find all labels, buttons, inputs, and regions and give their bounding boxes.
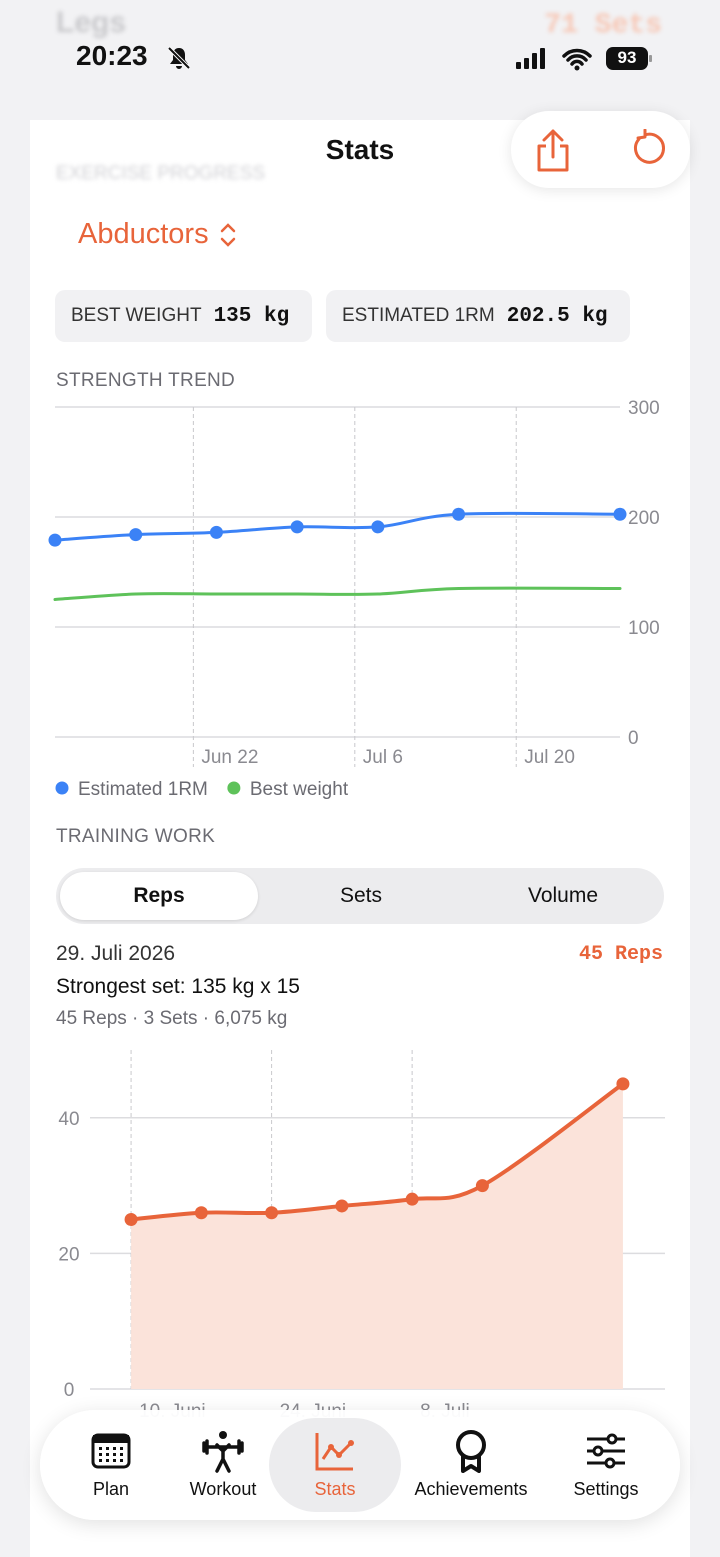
- segment[interactable]: Volume: [527, 884, 599, 907]
- tab-label: Plan: [92, 1479, 130, 1499]
- tab-label: Stats: [314, 1479, 356, 1499]
- point: [124, 1213, 138, 1226]
- y-tick-label: 40: [58, 1109, 79, 1130]
- section-title: STRENGTH TREND: [56, 370, 236, 391]
- point: [265, 1206, 279, 1220]
- legend-swatch: [227, 781, 241, 795]
- y-tick-label: 200: [628, 508, 660, 529]
- exercise-picker[interactable]: Abductors: [78, 218, 241, 251]
- point: [335, 1199, 349, 1213]
- tab[interactable]: Stats: [265, 1410, 405, 1520]
- tab[interactable]: Settings: [536, 1410, 676, 1520]
- share-button[interactable]: [533, 127, 573, 173]
- exercise-name: Abductors: [78, 218, 209, 250]
- stat-pill: BEST WEIGHT 135 kg: [55, 290, 312, 342]
- stat-pill: ESTIMATED 1RM 202.5 kg: [326, 290, 630, 342]
- segment[interactable]: Reps: [60, 872, 258, 920]
- nav-title: Stats: [325, 134, 395, 165]
- x-tick-label: Jul 20: [524, 747, 575, 768]
- legend-label: Estimated 1RM: [78, 779, 208, 800]
- strongest-set: Strongest set: 135 kg x 15: [56, 975, 300, 998]
- point: [613, 507, 627, 521]
- mute-icon: [167, 46, 191, 70]
- tab-icon: [587, 1433, 625, 1469]
- area: [131, 1083, 623, 1389]
- point: [452, 507, 466, 521]
- tab-icon: [456, 1430, 486, 1473]
- bg-title: Legs: [56, 6, 127, 39]
- x-tick-label: Jun 22: [201, 747, 258, 768]
- stat-value: 202.5 kg: [506, 304, 608, 328]
- line: [53, 586, 622, 601]
- point: [129, 528, 143, 542]
- strength-chart: 0 100 200 300 Jun 22 Jul 6 Jul 20 Estimated 1RM…: [48, 398, 660, 800]
- tab-label: Achievements: [414, 1479, 528, 1499]
- y-tick-label: 300: [628, 398, 660, 419]
- point: [371, 520, 385, 534]
- point: [616, 1077, 630, 1091]
- tab[interactable]: Achievements: [401, 1410, 541, 1520]
- point: [475, 1179, 489, 1193]
- stat-value: 135 kg: [213, 304, 290, 328]
- point: [290, 520, 304, 534]
- point: [405, 1192, 419, 1206]
- tab-label: Settings: [573, 1479, 639, 1499]
- bg-badge: 71 Sets: [544, 10, 662, 41]
- tab-icon: [91, 1433, 131, 1469]
- x-tick-label: Jul 6: [363, 747, 403, 768]
- chevron-icon: [220, 222, 235, 247]
- tab-highlight: [269, 1418, 401, 1512]
- segment[interactable]: Sets: [339, 884, 383, 907]
- tab-icon: [202, 1431, 244, 1473]
- legend-label: Best weight: [250, 779, 349, 800]
- selected-date: 29. Juli 2026: [56, 942, 176, 965]
- tab-icon: [315, 1433, 354, 1471]
- tab[interactable]: Workout: [153, 1410, 293, 1520]
- bg-section: EXERCISE PROGRESS: [56, 163, 266, 184]
- y-tick-label: 0: [628, 728, 639, 749]
- selected-value: 45 Reps: [578, 943, 663, 966]
- battery-level: 93: [617, 48, 637, 67]
- y-tick-label: 0: [64, 1380, 75, 1401]
- nav-actions: [511, 111, 690, 188]
- status-icons: [516, 47, 652, 71]
- status-time: 20:23: [76, 40, 148, 71]
- section-title: TRAINING WORK: [56, 826, 216, 847]
- stat-label: BEST WEIGHT: [71, 305, 202, 326]
- tab-label: Workout: [189, 1479, 257, 1499]
- y-tick-label: 20: [58, 1244, 79, 1265]
- tab[interactable]: Plan: [41, 1410, 181, 1520]
- stat-label: ESTIMATED 1RM: [342, 305, 495, 326]
- point: [209, 525, 223, 539]
- point: [48, 533, 62, 547]
- legend-swatch: [55, 781, 69, 795]
- reset-button[interactable]: [629, 129, 669, 169]
- point: [194, 1206, 208, 1220]
- selection-summary: 45 Reps · 3 Sets · 6,075 kg: [56, 1008, 288, 1029]
- training-chart: 0204010. Juni24. Juni8. Juli: [58, 1050, 665, 1420]
- tab-bar: Plan Workout Stats Achievements Settings: [40, 1410, 680, 1520]
- y-tick-label: 100: [628, 618, 660, 639]
- segmented-control: Reps Sets Volume: [56, 868, 664, 924]
